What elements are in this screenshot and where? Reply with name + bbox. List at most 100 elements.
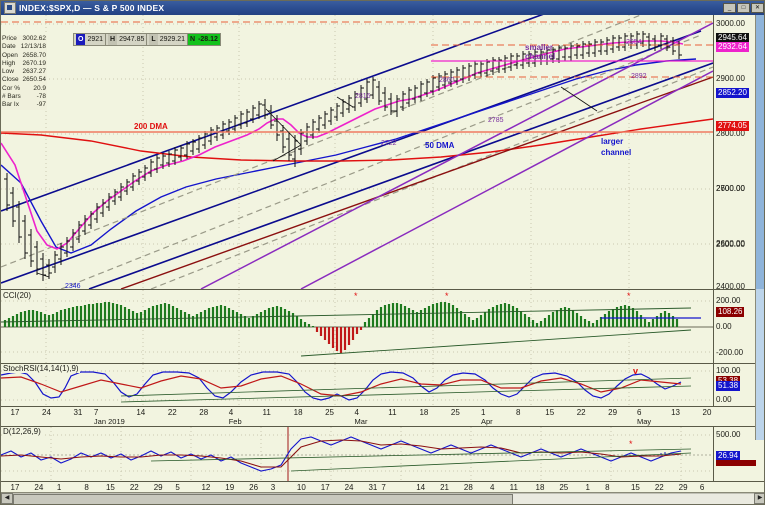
macd-pane[interactable]: D(12,26,9) — [1, 427, 764, 481]
lower-x-axis-tick-day: 17 — [320, 483, 330, 492]
lower-x-axis-tick: 4 — [490, 483, 494, 492]
cci-pane-label: CCI(20) — [2, 291, 33, 300]
close-button[interactable]: ✕ — [751, 3, 764, 13]
anno-smaller-channel-2: channel — [525, 52, 556, 61]
lower-x-axis-tick-day: 25 — [559, 483, 569, 492]
quote-high-value: 2947.85 — [119, 36, 145, 43]
readout-key: Open — [2, 51, 18, 59]
price-pane[interactable]: 2346 200 DMA 2816 2722 2860 2785 50 DMA … — [1, 15, 764, 291]
upper-x-axis-tick-day: 20 — [702, 408, 712, 417]
readout-value: 2658.70 — [22, 51, 47, 59]
upper-x-axis-tick: 14 — [136, 408, 145, 417]
upper-x-axis-tick: 8 — [516, 408, 520, 417]
lower-x-axis-tick: 22 — [130, 483, 139, 492]
lower-x-axis-tick-day: 29 — [153, 483, 163, 492]
quote-strip[interactable]: O 2921 H 2947.85 L 2929.21 N -28.12 — [73, 33, 221, 46]
vertical-scrollbar-thumb[interactable] — [756, 15, 764, 289]
svg-text:*: * — [354, 291, 358, 301]
pane-divider-1[interactable] — [1, 289, 764, 290]
price-ytick: 2700.00 — [716, 184, 745, 193]
stochrsi-ytick: 100.00 — [716, 366, 741, 375]
lower-x-axis-tick: 29 — [154, 483, 163, 492]
pane-divider-3[interactable] — [1, 426, 764, 427]
lower-x-axis-tick: 19 — [225, 483, 234, 492]
chart-app-icon — [4, 2, 16, 14]
readout-value: 2670.19 — [22, 59, 47, 67]
cci-y-axis[interactable]: 200.00 0.00 -200.00 108.26 — [716, 290, 764, 363]
scroll-left-button[interactable]: ◀ — [1, 493, 13, 504]
readout-value: 3002.62 — [22, 35, 47, 42]
macd-y-axis[interactable]: 500.00 26.94 — [716, 427, 764, 481]
lower-x-axis-tick-day: 14 — [416, 483, 426, 492]
upper-x-axis-tick-day: 22 — [167, 408, 177, 417]
readout-key: Date — [2, 43, 16, 51]
lower-x-axis-tick: 1 — [585, 483, 589, 492]
price-ytick: 2800.00 — [716, 129, 745, 138]
upper-x-axis-tick: 4 Mar — [355, 408, 368, 426]
svg-text:*: * — [445, 291, 449, 301]
readout-key: Bar Ix — [2, 101, 19, 109]
upper-x-axis-tick-month: Mar — [354, 417, 368, 426]
anno-2860: 2860 — [439, 77, 455, 84]
lower-x-axis-tick-day: 19 — [225, 483, 235, 492]
cci-plot-area[interactable]: * * * — [1, 290, 713, 363]
minimize-button[interactable]: _ — [723, 3, 736, 13]
horizontal-scrollbar-thumb[interactable] — [13, 494, 513, 504]
lower-x-axis-tick: 25 — [559, 483, 568, 492]
lower-x-axis-tick: 18 — [536, 483, 545, 492]
anno-50-dma: 50 DMA — [425, 141, 455, 150]
upper-x-axis-tick: 13 — [671, 408, 680, 417]
anno-2816: 2816 — [355, 93, 371, 100]
upper-x-axis-tick-day: 18 — [419, 408, 429, 417]
stochrsi-y-axis[interactable]: 100.00 0.00 53.38 51.38 — [716, 364, 764, 406]
upper-x-axis-tick: 24 — [42, 408, 51, 417]
stochrsi-pane[interactable]: StochRSI(14,14(1),9) v 100.0 — [1, 364, 764, 406]
price-ytick: 2600.00 — [716, 184, 745, 193]
stochrsi-ytick: 0.00 — [716, 395, 732, 404]
lower-x-axis-tick-day: 29 — [678, 483, 688, 492]
lower-x-axis-tick-day: 7 — [381, 483, 386, 492]
price-plot-area[interactable] — [1, 15, 713, 289]
lower-x-axis-tick-day: 15 — [630, 483, 640, 492]
lower-x-axis-tick: 15 — [106, 483, 115, 492]
upper-x-axis-tick-day: 11 — [388, 408, 397, 417]
upper-x-axis-tick: 11 — [262, 408, 270, 417]
lower-x-axis-tick-day: 18 — [535, 483, 545, 492]
upper-x-axis-tick-month: Jan 2019 — [93, 417, 125, 426]
upper-x-axis-tick-day: 18 — [293, 408, 303, 417]
scrollbar-track[interactable] — [13, 493, 754, 504]
stochrsi-badge-value: 51.38 — [716, 381, 741, 391]
lower-x-axis-tick: 10 — [297, 483, 306, 492]
macd-plot-area[interactable]: * — [1, 427, 713, 481]
horizontal-scrollbar[interactable]: ◀ ▶ — [1, 492, 764, 504]
scroll-right-button[interactable]: ▶ — [754, 493, 764, 504]
window-controls: _ □ ✕ — [722, 3, 764, 13]
cci-axis-line — [713, 290, 714, 363]
vertical-scrollbar[interactable] — [755, 15, 764, 440]
upper-x-axis-tick-month: Feb — [228, 417, 242, 426]
readout-value: 2637.27 — [22, 68, 47, 76]
stochrsi-pane-label: StochRSI(14,14(1),9) — [2, 364, 80, 373]
pane-divider-2[interactable] — [1, 363, 764, 364]
macd-badge-signal — [716, 460, 756, 466]
upper-x-axis[interactable]: 17 24 31 7 Jan 2019 14 22 28 4 Feb 11 18 25 4 Mar 11 18 2… — [1, 408, 764, 426]
upper-x-axis-tick-day: 6 — [636, 408, 642, 417]
lower-x-axis-tick: 21 — [440, 483, 449, 492]
cci-pane[interactable]: CCI(20) — [1, 290, 764, 363]
readout-row-date: Date 12/13/18 — [1, 43, 47, 51]
upper-x-axis-tick: 15 — [545, 408, 554, 417]
stochrsi-plot-area[interactable]: v — [1, 364, 713, 406]
lower-x-axis-tick: 17 — [321, 483, 330, 492]
maximize-button[interactable]: □ — [737, 3, 750, 13]
anno-low-2346: 2346 — [65, 283, 81, 290]
readout-row-close: Close 2650.54 — [1, 76, 47, 84]
lower-x-axis-tick-day: 8 — [84, 483, 89, 492]
lower-x-axis-tick-day: 22 — [129, 483, 139, 492]
price-y-axis[interactable]: 3000.00 2900.00 2800.00 2700.00 2600.00 … — [716, 15, 764, 289]
quote-high-label: H — [108, 34, 118, 45]
upper-x-axis-tick-day: 25 — [450, 408, 460, 417]
anno-2722: 2722 — [381, 140, 397, 147]
quote-net-label: N — [190, 36, 196, 43]
upper-x-axis-tick-day: 8 — [516, 408, 521, 417]
readout-value: -78 — [36, 93, 46, 101]
